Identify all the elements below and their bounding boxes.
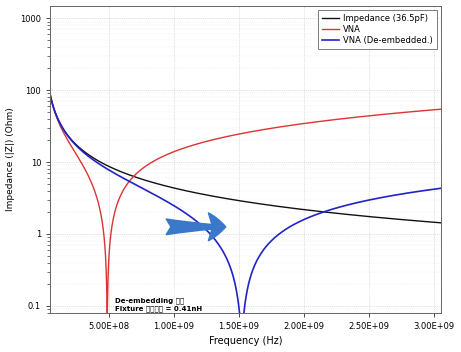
Impedance (36.5pF) <box>47 92 53 96</box>
VNA (De-embedded.) <box>438 186 443 190</box>
Line: VNA (De-embedded.): VNA (De-embedded.) <box>50 94 441 328</box>
VNA (De-embedded.) <box>115 173 120 177</box>
VNA (De-embedded.) <box>49 99 54 103</box>
VNA <box>47 93 53 97</box>
Y-axis label: Impedance (|Z|) (Ohm): Impedance (|Z|) (Ohm) <box>6 107 15 211</box>
Legend: Impedance (36.5pF), VNA, VNA (De-embedded.): Impedance (36.5pF), VNA, VNA (De-embedde… <box>318 10 437 49</box>
Impedance (36.5pF) <box>49 99 54 103</box>
Impedance (36.5pF) <box>438 221 443 225</box>
VNA (De-embedded.) <box>130 181 135 185</box>
Impedance (36.5pF) <box>178 188 183 192</box>
VNA <box>115 200 121 205</box>
Text: De-embedding 적용
Fixture 인덕턴스 = 0.41nH: De-embedding 적용 Fixture 인덕턴스 = 0.41nH <box>115 298 202 312</box>
VNA (De-embedded.) <box>178 208 183 212</box>
VNA (De-embedded.) <box>239 326 244 330</box>
VNA <box>178 147 183 151</box>
Impedance (36.5pF) <box>70 139 75 143</box>
VNA <box>438 107 443 111</box>
VNA <box>130 176 135 180</box>
Line: VNA: VNA <box>50 95 441 313</box>
Impedance (36.5pF) <box>115 168 120 172</box>
VNA (De-embedded.) <box>47 92 53 96</box>
VNA <box>212 137 217 142</box>
VNA (De-embedded.) <box>212 237 217 241</box>
VNA <box>70 146 75 150</box>
VNA <box>105 311 110 315</box>
X-axis label: Frequency (Hz): Frequency (Hz) <box>209 337 282 346</box>
Line: Impedance (36.5pF): Impedance (36.5pF) <box>50 94 441 223</box>
Impedance (36.5pF) <box>212 194 217 199</box>
VNA (De-embedded.) <box>70 139 75 144</box>
Impedance (36.5pF) <box>130 174 135 178</box>
VNA <box>49 99 54 103</box>
